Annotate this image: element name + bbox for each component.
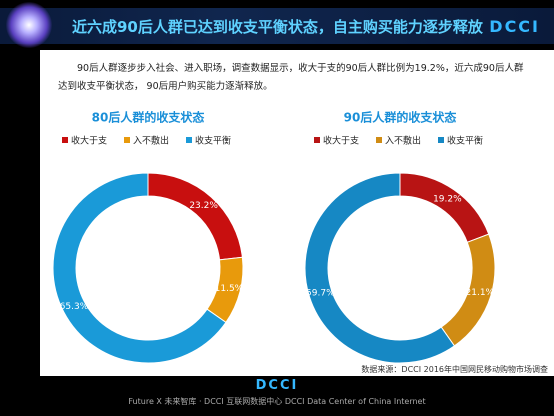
data-label: 65.3% [60, 302, 89, 312]
donut-slice [147, 172, 243, 261]
data-label: 11.5% [215, 284, 244, 294]
donut-slice [399, 172, 490, 243]
legend-label: 入不敷出 [385, 135, 421, 147]
legend-swatch [376, 137, 382, 143]
footer-logo: DCCI [255, 378, 299, 393]
legend-label: 收支平衡 [195, 135, 231, 147]
data-label: 21.1% [466, 288, 495, 298]
donut-slice [52, 172, 227, 364]
legend-label: 入不敷出 [133, 135, 169, 147]
legend-label: 收支平衡 [447, 135, 483, 147]
legend-swatch [124, 137, 130, 143]
body-text: 90后人群逐步步入社会、进入职场，调查数据显示，收大于支的90后人群比例为19.… [58, 63, 524, 92]
donut-slice [304, 172, 456, 364]
legend-label: 收大于支 [71, 135, 107, 147]
legend-swatch [186, 137, 192, 143]
data-label: 23.2% [189, 201, 218, 211]
footer-text: Future X 未来智库 · DCCI 互联网数据中心 DCCI Data C… [128, 397, 426, 406]
slide-title: 近六成90后人群已达到收支平衡状态，自主购买能力逐步释放 [72, 18, 483, 36]
source: 数据来源：DCCI 2016年中国网民移动购物市场调查 [361, 365, 548, 374]
legend-swatch [314, 137, 320, 143]
legend-swatch [438, 137, 444, 143]
legend-swatch [62, 137, 68, 143]
legend-label: 收大于支 [323, 135, 359, 147]
chart-title: 80后人群的收支状态 [92, 110, 205, 125]
data-label: 59.7% [306, 289, 335, 299]
data-label: 19.2% [433, 195, 462, 205]
orb-icon [6, 2, 52, 48]
banner [0, 8, 554, 44]
logo: DCCI [489, 17, 540, 36]
chart-title: 90后人群的收支状态 [344, 110, 457, 125]
